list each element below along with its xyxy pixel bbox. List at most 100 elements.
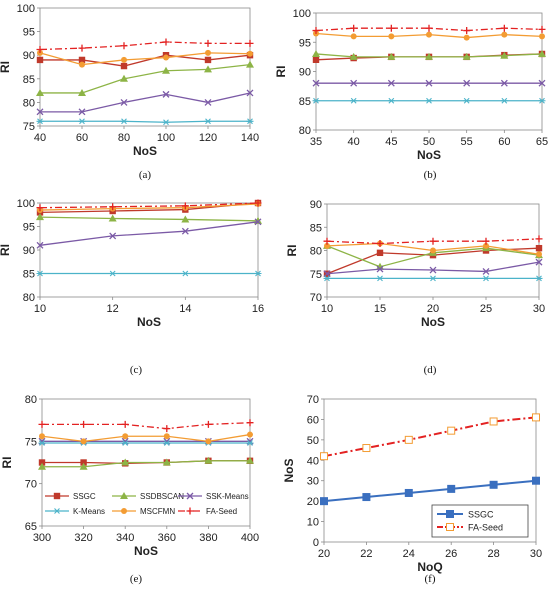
data-point — [489, 480, 498, 489]
data-point — [489, 417, 498, 426]
series-line — [40, 54, 251, 67]
data-point — [122, 433, 129, 440]
data-point — [246, 456, 254, 464]
data-point — [36, 270, 44, 277]
series-line — [42, 422, 251, 430]
y-tick-label: 100 — [293, 8, 311, 20]
data-point — [246, 60, 254, 68]
data-point — [120, 42, 128, 50]
data-point — [254, 270, 262, 277]
x-axis-title: NoS — [137, 315, 161, 329]
data-point — [539, 33, 545, 40]
y-tick-label: 100 — [17, 3, 35, 15]
x-tick-label: 35 — [310, 136, 322, 148]
data-point — [38, 440, 46, 446]
y-tick-label: 65 — [25, 521, 37, 533]
data-point — [78, 56, 86, 64]
y-tick-label: 60 — [307, 414, 319, 426]
data-point — [350, 79, 358, 87]
data-point — [425, 97, 433, 104]
x-tick-label: 65 — [536, 136, 548, 148]
data-point — [323, 275, 331, 282]
data-point — [247, 431, 253, 438]
x-tick-label: 30 — [533, 303, 545, 315]
data-point — [535, 258, 543, 266]
legend-marker — [120, 492, 128, 499]
data-point — [323, 237, 331, 245]
data-point — [387, 24, 395, 32]
y-axis-title: RI — [0, 61, 12, 73]
x-tick-label: 14 — [179, 303, 191, 315]
y-tick-label: 50 — [307, 435, 319, 447]
series-ssdbscan — [323, 241, 543, 270]
y-tick-label: 40 — [307, 455, 319, 467]
data-point — [429, 237, 437, 245]
y-tick-label: 90 — [310, 199, 322, 211]
y-tick-label: 95 — [299, 37, 311, 49]
data-point — [483, 242, 489, 249]
data-point — [121, 458, 130, 466]
data-point — [247, 50, 253, 57]
panel-caption: (d) — [424, 364, 437, 376]
y-axis-title: RI — [0, 457, 14, 469]
data-point — [121, 56, 127, 63]
data-point — [312, 27, 320, 35]
panel-caption: (a) — [139, 169, 152, 181]
y-tick-label: 30 — [307, 476, 319, 488]
series-line — [40, 63, 251, 94]
data-point — [181, 227, 189, 235]
data-point — [429, 266, 437, 274]
x-axis-title: NoS — [421, 315, 445, 329]
data-point — [463, 79, 471, 87]
chart-panel-a: 75 80 85 90 95 100 40 60 80 100 120 140 NoS RI (a) — [0, 3, 259, 181]
data-point — [78, 108, 86, 116]
data-point — [78, 44, 86, 52]
data-point — [36, 241, 44, 249]
data-point — [350, 33, 357, 40]
series-line — [323, 416, 537, 458]
y-tick-label: 90 — [299, 67, 311, 79]
y-tick-label: 70 — [307, 394, 319, 406]
x-tick-label: 12 — [107, 303, 119, 315]
y-tick-label: 90 — [23, 245, 35, 257]
chart-panel-c: 80 85 90 95 100 10 12 14 16 NoS RI (c) — [0, 198, 264, 376]
data-point — [538, 97, 546, 104]
data-point — [312, 49, 320, 57]
data-point — [163, 433, 170, 440]
data-point — [500, 51, 509, 59]
data-point — [162, 90, 170, 98]
data-point — [532, 413, 540, 422]
y-tick-label: 80 — [299, 125, 311, 137]
data-point — [538, 49, 546, 57]
legend-label: SSK-Means — [206, 492, 249, 501]
data-point — [463, 34, 470, 41]
x-tick-label: 300 — [33, 532, 51, 544]
y-tick-label: 95 — [23, 27, 35, 39]
data-point — [36, 204, 44, 212]
x-tick-label: 16 — [252, 303, 264, 315]
data-point — [376, 275, 384, 282]
legend-marker — [186, 507, 194, 515]
data-point — [246, 118, 254, 125]
data-point — [162, 119, 170, 126]
data-point — [204, 39, 212, 47]
y-tick-label: 70 — [310, 292, 322, 304]
data-point — [447, 484, 456, 493]
data-point — [350, 24, 358, 32]
y-tick-label: 80 — [310, 246, 322, 258]
y-tick-label: 75 — [23, 121, 35, 133]
x-tick-label: 360 — [158, 532, 176, 544]
legend-label: FA-Seed — [206, 507, 237, 516]
data-point — [79, 462, 88, 470]
series-fa-seed — [36, 199, 262, 212]
panel-caption: (b) — [424, 169, 437, 181]
data-point — [162, 458, 171, 466]
x-tick-label: 45 — [385, 136, 397, 148]
chart-panel-d: 70 75 80 85 90 10 15 20 25 30 NoS RI (d) — [285, 199, 545, 376]
data-point — [404, 435, 413, 444]
x-tick-label: 20 — [318, 548, 330, 560]
data-point — [109, 270, 117, 277]
series-line — [39, 41, 250, 51]
series-line — [42, 460, 250, 468]
x-tick-label: 20 — [427, 303, 439, 315]
